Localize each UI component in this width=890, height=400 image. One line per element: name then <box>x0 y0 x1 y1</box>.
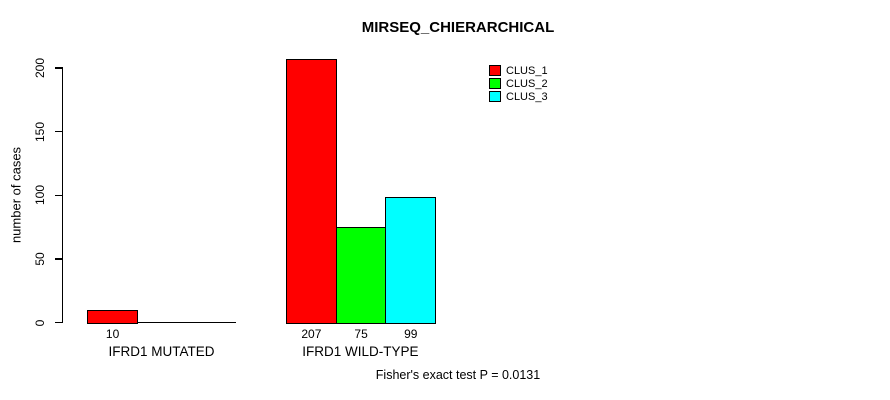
y-axis-line <box>61 67 63 324</box>
y-tick <box>54 194 62 196</box>
y-tick-label: 50 <box>33 252 47 266</box>
y-tick-label: 200 <box>33 57 47 79</box>
legend-label-clus_2: CLUS_2 <box>506 77 548 90</box>
y-tick-label: 150 <box>33 121 47 142</box>
y-tick <box>54 67 62 69</box>
bar-value-label: 10 <box>105 326 120 341</box>
y-tick <box>54 321 62 324</box>
bar-value-label: 207 <box>301 326 322 341</box>
bar-clus_1-group1 <box>87 309 139 324</box>
zero-baseline <box>87 321 237 324</box>
y-tick-label: 0 <box>33 319 47 326</box>
legend-label-clus_1: CLUS_1 <box>506 64 548 77</box>
legend-swatch-clus_3 <box>489 90 501 102</box>
bar-clus_2-group2 <box>335 227 387 324</box>
y-tick <box>54 130 62 133</box>
y-tick <box>54 258 62 260</box>
legend-swatch-clus_1 <box>489 64 501 76</box>
bar-clus_1-group2 <box>285 59 337 324</box>
legend-swatch-clus_2 <box>489 77 501 89</box>
chart-title: MIRSEQ_CHIERARCHICAL <box>361 19 555 36</box>
bar-value-label: 75 <box>354 326 368 341</box>
x-category-label-1: IFRD1 MUTATED <box>108 344 215 359</box>
x-category-label-2: IFRD1 WILD-TYPE <box>302 344 419 359</box>
bar-value-label: 99 <box>404 326 418 341</box>
y-tick-label: 100 <box>33 185 47 206</box>
bar-clus_3-group2 <box>385 196 437 324</box>
fisher-test-annotation: Fisher's exact test P = 0.0131 <box>375 368 541 382</box>
legend-label-clus_3: CLUS_3 <box>506 90 548 103</box>
